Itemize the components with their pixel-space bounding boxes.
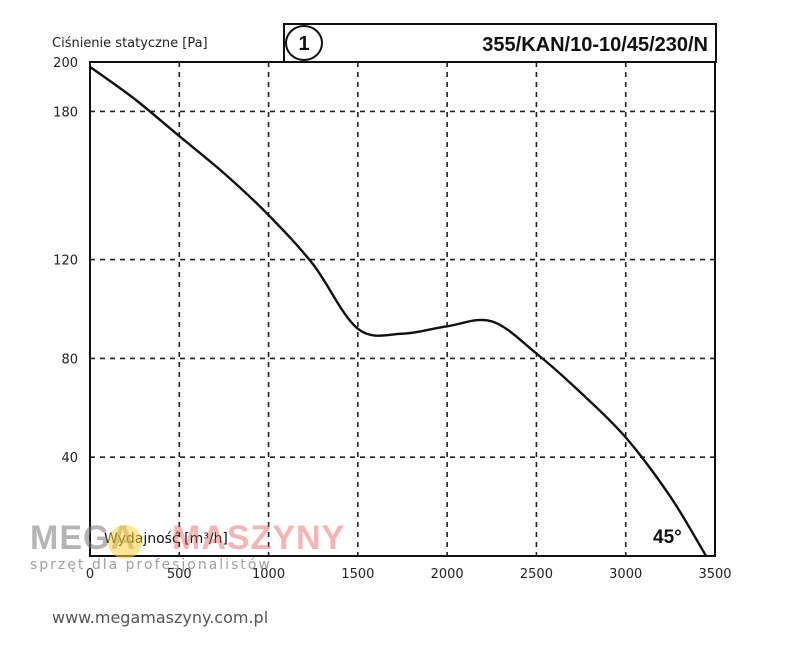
y-tick-label: 80 — [61, 352, 78, 367]
watermark-logo: MEGA MASZYNY sprzęt dla profesjonalistów — [0, 515, 344, 575]
plot-frame — [89, 61, 716, 557]
site-url: www.megamaszyny.com.pl — [52, 608, 269, 627]
x-tick-label: 3000 — [609, 567, 642, 582]
x-tick-label: 2000 — [431, 567, 464, 582]
model-label: 355/KAN/10-10/45/230/N — [482, 34, 708, 56]
y-tick-label: 120 — [53, 254, 78, 269]
gear-icon — [108, 525, 142, 559]
y-tick-label: 200 — [53, 56, 78, 71]
y-tick-labels: 40 80 120 180 200 — [53, 56, 78, 466]
y-axis-title: Ciśnienie statyczne [Pa] — [52, 36, 208, 51]
x-tick-labels: 0 500 1000 1500 2000 2500 3000 3500 — [86, 567, 732, 582]
x-tick-label: 3500 — [698, 567, 731, 582]
series-line — [88, 65, 708, 558]
y-tick-label: 180 — [53, 105, 78, 120]
x-tick-label: 0 — [86, 567, 94, 582]
x-tick-label: 2500 — [520, 567, 553, 582]
watermark-tagline: sprzęt dla profesjonalistów — [30, 557, 272, 573]
badge-circle — [285, 25, 323, 61]
grid-lines — [90, 62, 715, 556]
badge-number: 1 — [298, 33, 309, 55]
x-tick-label: 500 — [167, 567, 192, 582]
y-tick-label: 40 — [61, 451, 78, 466]
model-box — [283, 23, 717, 63]
watermark-brand-right: MASZYNY — [172, 519, 346, 557]
x-tick-label: 1000 — [252, 567, 285, 582]
angle-annotation: 45° — [653, 527, 682, 548]
x-tick-label: 1500 — [341, 567, 374, 582]
